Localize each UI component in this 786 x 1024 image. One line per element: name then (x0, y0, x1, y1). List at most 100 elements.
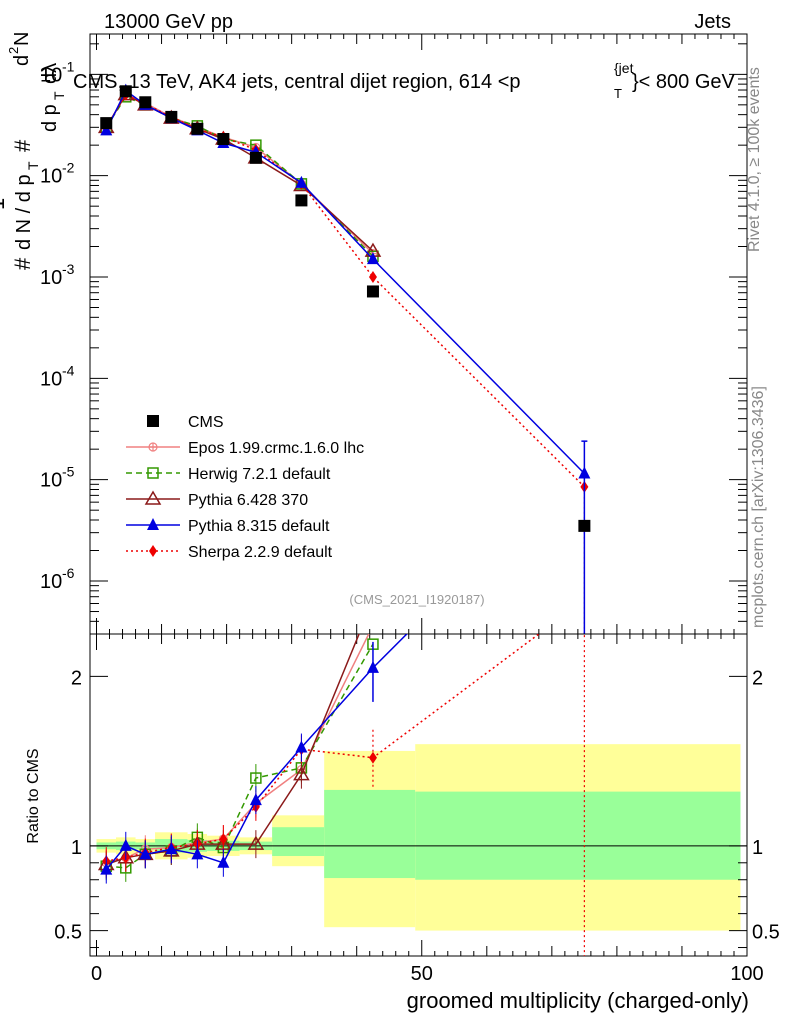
title-subscript: T (614, 86, 622, 101)
ratio-point (293, 766, 310, 781)
x-tick-label: 100 (730, 963, 763, 985)
data-point (139, 96, 152, 109)
band-inner (415, 791, 741, 880)
ratio-point (100, 862, 113, 875)
band-inner (324, 789, 416, 879)
y-tick-label: 10 (40, 368, 62, 390)
data-point (249, 151, 262, 164)
data-point (366, 252, 379, 265)
ratio-series-group (97, 634, 585, 956)
y-tick-label: 10 (40, 470, 62, 492)
data-point (119, 85, 132, 98)
series-line (105, 92, 374, 255)
ratio-point (249, 793, 262, 806)
y-tick-label: 10 (40, 571, 62, 593)
y-tick-exponent: -5 (62, 464, 75, 480)
legend-marker (147, 415, 159, 427)
series-line (105, 93, 374, 252)
header-left: 13000 GeV pp (104, 11, 233, 33)
legend-label: Herwig 7.2.1 default (188, 466, 331, 483)
data-point (578, 519, 591, 532)
y-tick-label: 10 (40, 267, 62, 289)
ylabel-hash: # (10, 257, 35, 270)
ylabel-dlambda: dλ (39, 63, 61, 84)
data-point (100, 123, 113, 136)
y-tick-exponent: -1 (62, 58, 75, 74)
data-point (295, 175, 308, 188)
ratio-y-tick-labels: 0.5 0.5 1 1 2 2 (54, 667, 780, 943)
legend-entry-pythia6: Pythia 6.428 370 (126, 490, 308, 509)
series-pythia8 (100, 83, 591, 634)
ylabel-n: N (11, 32, 33, 46)
y-tick-exponent: -6 (62, 565, 75, 581)
y-tick-exponent: -3 (62, 261, 75, 277)
data-point (191, 122, 204, 135)
ratio-y-tick-label-right: 0.5 (752, 922, 780, 944)
band-inner (272, 827, 325, 857)
legend-entry-herwig: Herwig 7.2.1 default (126, 466, 331, 483)
ratio-y-tick-label-right: 1 (752, 837, 763, 859)
data-point (100, 117, 113, 130)
y-tick-exponent: -2 (62, 160, 75, 176)
header-right: Jets (694, 11, 731, 33)
data-point (578, 466, 591, 479)
ratio-y-tick-label-left: 2 (71, 667, 82, 689)
ratio-point (191, 847, 204, 860)
legend-label: Pythia 8.315 default (188, 518, 330, 535)
ratio-point (368, 751, 377, 764)
ratio-point (119, 838, 132, 851)
ylabel-sq: 2 (6, 47, 21, 54)
ylabel-one: 1 (0, 198, 9, 210)
legend-label: Pythia 6.428 370 (188, 492, 308, 509)
title-main-text: CMS, 13 TeV, AK4 jets, central dijet reg… (73, 71, 521, 93)
ratio-line (106, 634, 541, 862)
rivet-version-label: Rivet 4.1.0, ≥ 100k events (746, 67, 763, 252)
ratio-line (105, 634, 408, 871)
series-line (105, 89, 585, 475)
ratio-line (106, 643, 374, 869)
mcplots-label: mcplots.cern.ch [arXiv:1306.3436] (750, 386, 767, 628)
data-point (368, 271, 377, 284)
main-y-axis-title: # d N / d p T 1 # d p T dλ d 2 N (0, 32, 67, 270)
series-herwig (100, 91, 379, 263)
y-tick-label: 10 (40, 64, 62, 86)
ratio-point (295, 740, 308, 753)
series-cms (100, 85, 591, 532)
series-epos (101, 89, 378, 259)
ylabel-dpt: d p (39, 104, 61, 132)
legend: CMS Epos 1.99.crmc.1.6.0 lhc Herwig 7.2.1 … (126, 414, 364, 561)
x-tick-label: 0 (91, 963, 102, 985)
series-line (105, 93, 585, 488)
ratio-panel-frame (89, 633, 748, 957)
ylabel-d: d (11, 55, 33, 66)
data-point (366, 285, 379, 298)
main-y-tick-labels: 10-610-510-410-310-210-1 (40, 58, 75, 593)
legend-marker (144, 490, 162, 505)
analysis-watermark: (CMS_2021_I1920187) (349, 592, 484, 607)
ylabel-t-sub: T (25, 161, 41, 170)
legend-label: CMS (188, 414, 224, 431)
legend-marker (147, 467, 159, 479)
data-point (217, 133, 230, 146)
data-point (165, 110, 178, 123)
x-axis-title: groomed multiplicity (charged-only) (407, 988, 749, 1013)
legend-marker (147, 518, 159, 530)
ratio-series-clip (97, 634, 585, 956)
legend-label: Epos 1.99.crmc.1.6.0 lhc (188, 440, 364, 457)
y-tick-exponent: -4 (62, 362, 75, 378)
ratio-y-tick-label-right: 2 (752, 667, 763, 689)
title-tail: }< 800 GeV (632, 71, 736, 93)
ratio-series-pythia8 (100, 634, 408, 884)
ylabel-hash2: # (10, 139, 35, 152)
legend-marker (148, 442, 158, 452)
ratio-point (139, 847, 152, 860)
y-tick-label: 10 (40, 166, 62, 188)
legend-label: Sherpa 2.2.9 default (188, 544, 333, 561)
ratio-point (165, 842, 178, 855)
main-axis-ticks (90, 34, 748, 635)
series-line (105, 95, 374, 257)
ratio-y-tick-label-left: 0.5 (54, 922, 82, 944)
ratio-point (250, 772, 262, 784)
data-point (295, 194, 308, 207)
